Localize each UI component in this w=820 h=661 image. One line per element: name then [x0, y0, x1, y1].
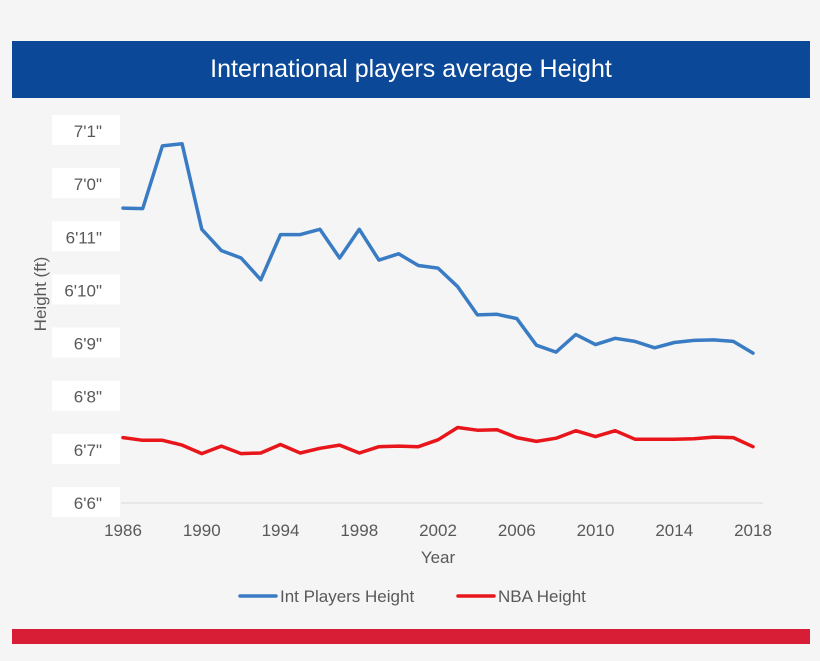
x-tick-label: 2014	[655, 521, 693, 540]
series-line-int-players	[121, 142, 755, 355]
y-tick-label-bg	[52, 221, 120, 252]
y-tick-label: 7'1"	[74, 122, 102, 141]
chart-title: International players average Height	[12, 41, 810, 98]
x-tick-label: 2018	[734, 521, 772, 540]
x-tick-label: 1998	[340, 521, 378, 540]
x-tick-label: 2006	[498, 521, 536, 540]
y-tick-label: 6'6"	[74, 494, 102, 513]
x-axis-ticks: 1986 1990 1994 1998 2002 2006 2010 2014 2018	[104, 521, 772, 540]
legend: Int Players Height NBA Height	[238, 587, 586, 606]
x-tick-label: 2002	[419, 521, 457, 540]
y-tick-label-bg	[52, 433, 120, 464]
y-tick-label: 6'11"	[66, 228, 102, 247]
series-line-nba	[121, 425, 755, 456]
x-tick-label: 2010	[577, 521, 615, 540]
x-tick-label: 1986	[104, 521, 142, 540]
y-tick-label: 7'0"	[74, 175, 102, 194]
y-axis-title: Height (ft)	[31, 257, 50, 332]
y-tick-label-bg	[52, 168, 120, 199]
y-tick-label-bg	[52, 274, 120, 305]
x-tick-label: 1994	[262, 521, 300, 540]
y-axis-ticks: 6'6" 6'7" 6'8" 6'9" 6'10" 6'11" 7'0" 7'1"	[52, 115, 120, 517]
y-tick-label: 6'9"	[74, 335, 102, 354]
y-tick-label-bg	[52, 487, 120, 517]
y-tick-label: 6'7"	[74, 441, 102, 460]
legend-label: Int Players Height	[280, 587, 414, 606]
x-tick-label: 1990	[183, 521, 221, 540]
x-axis-title: Year	[421, 548, 456, 567]
bottom-accent-bar	[12, 629, 810, 644]
y-tick-label: 6'8"	[74, 388, 102, 407]
y-tick-label-bg	[52, 327, 120, 358]
y-tick-label-bg	[52, 380, 120, 411]
series-lines	[121, 142, 755, 456]
y-tick-label: 6'10"	[64, 281, 102, 300]
y-tick-label-bg	[52, 115, 120, 145]
legend-label: NBA Height	[498, 587, 586, 606]
